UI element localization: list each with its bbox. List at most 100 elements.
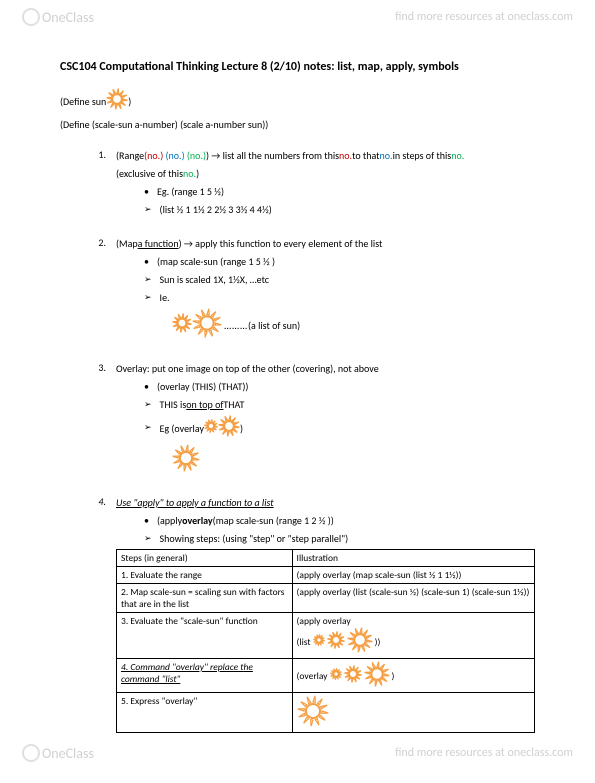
sun-icon [344, 665, 362, 686]
step5b [292, 693, 534, 733]
define-sun-line: (Define sun ) [60, 88, 535, 114]
sun-icon [172, 313, 192, 337]
sun-icon [218, 415, 240, 441]
step3b: (apply overlay (list )) [292, 613, 534, 659]
item1-no2: (no.) [166, 148, 185, 163]
item2-b3: Ie. [116, 290, 382, 305]
item3-b3b: ) [240, 421, 243, 436]
item4-b1rest: (map scale-sun (range 1 2 ½ )) [213, 513, 334, 528]
step4a: 4. Command "overlay" replace the command… [117, 659, 293, 693]
item1-exclb: ) [196, 166, 199, 181]
footer-tagline: find more resources at oneclass.com [395, 746, 573, 760]
define1-b: ) [128, 94, 131, 109]
step2a: 2. Map scale-sun = scaling sun with fact… [117, 584, 293, 613]
step4b-close: ) [392, 670, 395, 682]
sun-icon [106, 88, 128, 114]
item4-b1: (apply overlay (map scale-sun (range 1 2… [116, 513, 535, 528]
item3-b1: (overlay (THIS) (THAT)) [116, 379, 379, 394]
item1-no1: (no.) [144, 148, 163, 163]
item2-dots: ……… [224, 318, 248, 333]
item3-b3a: Eg (overlay [160, 421, 204, 436]
step4b: (overlay ) [292, 659, 534, 693]
logo-header: OneClass [22, 8, 94, 26]
item1-pre: (Range [116, 148, 144, 163]
item4-b1ov: overlay [182, 513, 213, 528]
item4-heading: Use "apply" to apply a function to a lis… [116, 495, 535, 510]
step3a: 3. Evaluate the "scale-sun" function [117, 613, 293, 659]
item1-noblue: no. [380, 148, 393, 163]
item1-postb: to that [352, 148, 379, 163]
col-steps: Steps (in general) [117, 550, 293, 567]
col-illustration: Illustration [292, 550, 534, 567]
item2-b1: (map scale-sun (range 1 5 ½ ) [116, 254, 382, 269]
page-content: CSC104 Computational Thinking Lecture 8 … [0, 0, 595, 783]
page-title: CSC104 Computational Thinking Lecture 8 … [60, 60, 535, 74]
logo-icon [22, 744, 40, 762]
item2-b2: Sun is scaled 1X, 1½X, …etc [116, 272, 382, 287]
logo-icon [22, 8, 40, 26]
sun-icon [347, 627, 373, 656]
item1-nored: no. [339, 148, 352, 163]
step2b: (apply overlay (list (scale-sun ½) (scal… [292, 584, 534, 613]
item1-egout: (list ½ 1 1½ 2 2½ 3 3½ 4 4½) [116, 202, 464, 217]
sun-icon [297, 695, 329, 730]
item-3: 3. Overlay: put one image on top of the … [60, 361, 535, 479]
item3-b2b: on top of [186, 397, 223, 412]
item-1: 1. (Range (no.) (no.) (no.) ) → list all… [60, 148, 535, 220]
table-row: 2. Map scale-sun = scaling sun with fact… [117, 584, 535, 613]
table-row: 3. Evaluate the "scale-sun" function (ap… [117, 613, 535, 659]
step3b-close: )) [375, 636, 381, 648]
item2-post: ) → apply this function to every element… [179, 236, 383, 251]
step1b: (apply overlay (map scale-sun (list ½ 1 … [292, 567, 534, 584]
sun-icon [330, 668, 342, 683]
item-1-num: 1. [88, 148, 106, 220]
item3-b2: THIS is on top of THAT [116, 397, 379, 412]
table-row: 4. Command "overlay" replace the command… [117, 659, 535, 693]
item-2: 2. (Map a function ) → apply this functi… [60, 236, 535, 345]
item-4: 4. Use "apply" to apply a function to a … [60, 495, 535, 733]
sun-icon [192, 308, 222, 342]
logo-text-footer: OneClass [42, 745, 94, 762]
sun-icon [313, 634, 325, 649]
item3-b2c: THAT [223, 397, 244, 412]
header-tagline: find more resources at oneclass.com [395, 10, 573, 24]
item1-excla: (exclusive of this [116, 166, 183, 181]
table-row: 1. Evaluate the range (apply overlay (ma… [117, 567, 535, 584]
item-2-num: 2. [88, 236, 106, 345]
item1-no3: (no.) [187, 148, 206, 163]
step1a: 1. Evaluate the range [117, 567, 293, 584]
item3-text: Overlay: put one image on top of the oth… [116, 361, 379, 376]
step3b-list: (list [297, 636, 311, 648]
define1-a: (Define sun [60, 94, 106, 109]
item2-tail: (a list of sun) [248, 318, 300, 333]
item1-postc: in steps of this [393, 148, 452, 163]
item4-b2: Showing steps: (using "step" or "step pa… [116, 531, 535, 546]
define-scale-sun: (Define (scale-sun a-number) (scale a-nu… [60, 117, 535, 132]
item1-eg: Eg. (range 1 5 ½) [116, 184, 464, 199]
item2-b3-text: Ie. [160, 290, 170, 305]
table-row: Steps (in general) Illustration [117, 550, 535, 567]
steps-table: Steps (in general) Illustration 1. Evalu… [116, 549, 535, 733]
step4b-pre: (overlay [297, 670, 328, 682]
item1-nogreen: no. [451, 148, 464, 163]
item4-b1a: (apply [157, 513, 182, 528]
item3-b2a: THIS is [160, 397, 187, 412]
step5a: 5. Express "overlay" [117, 693, 293, 733]
item-3-num: 3. [88, 361, 106, 479]
item1-nogreen2: no. [183, 166, 196, 181]
item3-b3: Eg (overlay ) [116, 415, 379, 441]
sun-icon [172, 444, 200, 476]
table-row: 5. Express "overlay" [117, 693, 535, 733]
item3-result [116, 444, 379, 476]
logo-footer: OneClass [22, 744, 94, 762]
step3b-pre: (apply overlay [297, 615, 530, 627]
item1-posta: ) → list all the numbers from this [206, 148, 339, 163]
item-4-num: 4. [88, 495, 106, 733]
sun-icon [204, 419, 218, 437]
item2-suns: ……… (a list of sun) [116, 308, 382, 342]
item2-fn: a function [138, 236, 179, 251]
item2-pre: (Map [116, 236, 138, 251]
logo-text: OneClass [42, 9, 94, 26]
sun-icon [327, 631, 345, 652]
sun-icon [364, 661, 390, 690]
